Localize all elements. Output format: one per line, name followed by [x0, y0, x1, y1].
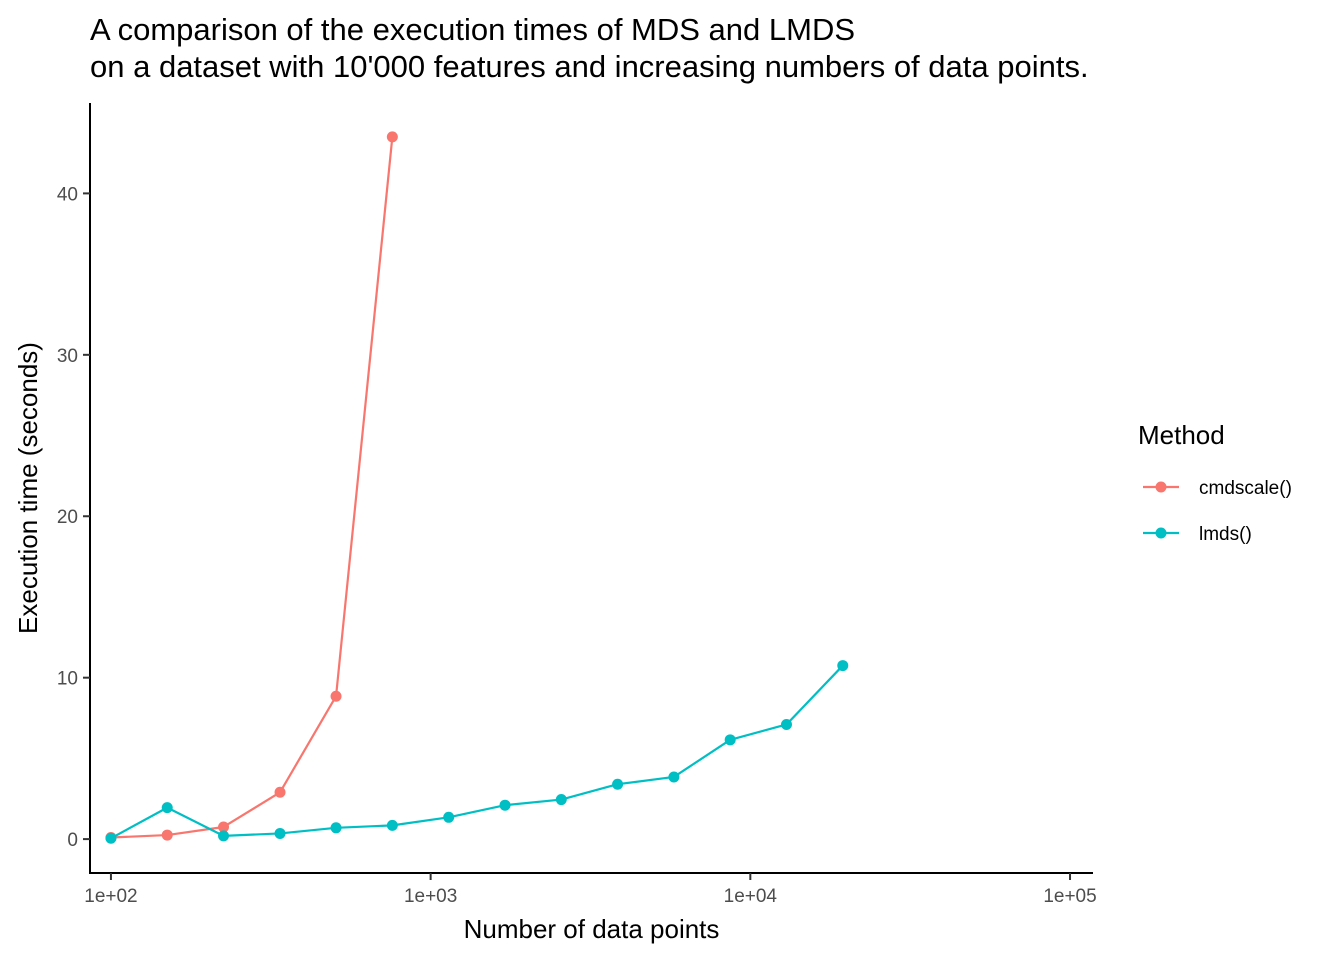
chart-title-line-1: A comparison of the execution times of M…: [90, 12, 856, 47]
y-tick-label: 40: [57, 184, 78, 205]
data-point: [274, 786, 286, 798]
data-point: [330, 822, 342, 834]
data-point: [555, 794, 567, 806]
data-point: [274, 827, 286, 839]
legend-title: Method: [1138, 420, 1225, 450]
x-tick-label: 1e+02: [84, 886, 137, 907]
data-point: [161, 802, 173, 814]
legend-key-point: [1155, 481, 1167, 493]
x-tick-label: 1e+05: [1043, 886, 1096, 907]
x-tick-label: 1e+03: [404, 886, 457, 907]
legend-key-point: [1155, 527, 1167, 539]
series-lmds: [105, 660, 849, 844]
legend-label: cmdscale(): [1199, 478, 1292, 499]
y-axis-title: Execution time (seconds): [13, 342, 43, 634]
data-point: [105, 832, 117, 844]
legend-item: cmdscale(): [1143, 478, 1292, 499]
series-line: [110, 136, 394, 839]
x-tick-label: 1e+04: [724, 886, 778, 907]
data-point: [218, 821, 230, 833]
y-tick-label: 0: [67, 830, 78, 851]
chart-title-line-2: on a dataset with 10'000 features and in…: [90, 49, 1089, 84]
legend: Method cmdscale() lmds(): [1138, 420, 1292, 545]
data-point: [161, 829, 173, 841]
x-axis-title: Number of data points: [464, 914, 720, 944]
series-layer: [105, 131, 849, 844]
data-point: [443, 811, 455, 823]
data-point: [386, 131, 398, 143]
data-point: [330, 690, 342, 702]
data-point: [499, 799, 511, 811]
data-point: [668, 771, 680, 783]
data-point: [724, 734, 736, 746]
axes: 0 10 20 30 40 1e+02 1e+03 1e+04 1e+05 Number of d…: [13, 103, 1097, 944]
series-cmdscale: [105, 131, 398, 843]
y-tick-label: 20: [57, 507, 78, 528]
legend-label: lmds(): [1199, 524, 1252, 545]
data-point: [612, 778, 624, 790]
data-point: [780, 718, 792, 730]
series-line: [110, 664, 844, 840]
y-tick-label: 10: [57, 669, 78, 690]
data-point: [218, 830, 230, 842]
data-point: [386, 819, 398, 831]
y-tick-label: 30: [57, 346, 78, 367]
legend-item: lmds(): [1143, 524, 1252, 545]
data-point: [837, 660, 849, 672]
